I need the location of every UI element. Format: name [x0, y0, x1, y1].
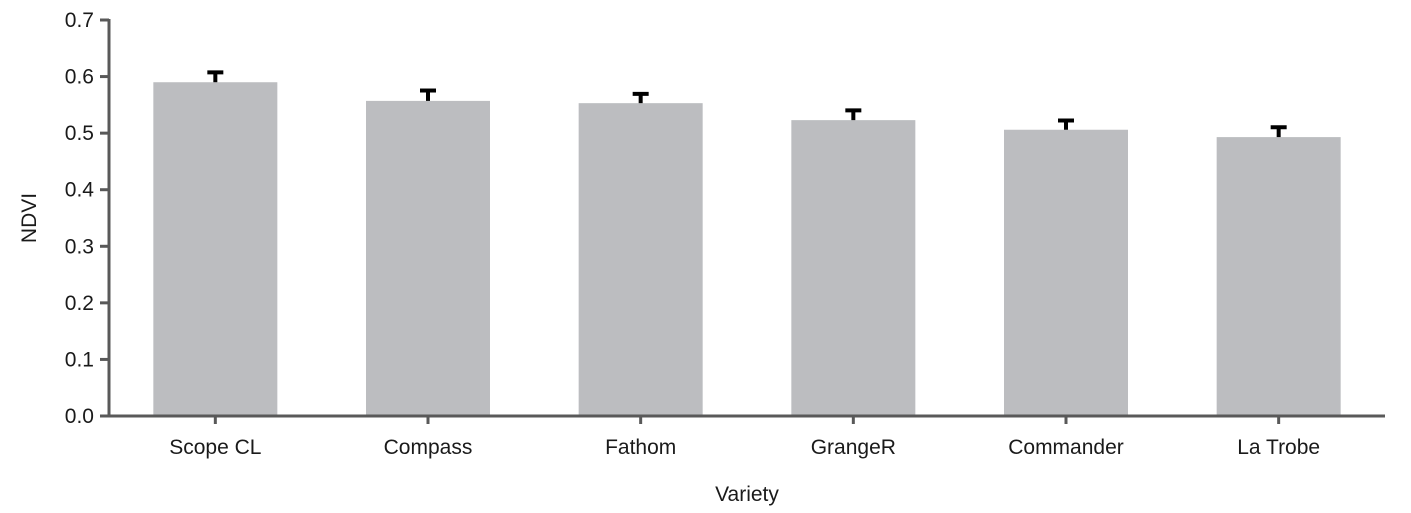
bar [366, 100, 490, 416]
bar [1004, 129, 1128, 416]
y-axis: 0.0 0.1 0.2 0.3 0.4 0.5 0.6 0.7 [65, 9, 111, 428]
y-tick-label: 0.6 [65, 66, 94, 89]
bar [153, 82, 278, 416]
x-tick-label: Commander [1008, 436, 1124, 459]
bar [578, 103, 703, 416]
x-axis: Scope CL Compass Fathom GrangeR Commander La … [100, 414, 1385, 459]
y-axis-title: NDVI [18, 193, 41, 243]
x-tick-label: GrangeR [811, 436, 896, 459]
y-tick-label: 0.1 [65, 348, 94, 371]
y-tick-label: 0.0 [65, 405, 94, 428]
x-tick-label: Fathom [605, 436, 676, 459]
x-tick-label: La Trobe [1237, 436, 1320, 459]
x-axis-title: Variety [715, 483, 779, 506]
bar [791, 120, 916, 416]
bar [1216, 137, 1341, 417]
y-tick-label: 0.7 [65, 9, 94, 32]
y-tick-label: 0.2 [65, 292, 94, 315]
y-tick-label: 0.3 [65, 235, 94, 258]
y-tick-label: 0.5 [65, 122, 94, 145]
y-tick-label: 0.4 [65, 179, 95, 202]
error-bars-group [207, 70, 1287, 138]
x-tick-label: Compass [384, 436, 473, 459]
bars-group [153, 82, 1341, 417]
x-tick-label: Scope CL [169, 436, 261, 459]
